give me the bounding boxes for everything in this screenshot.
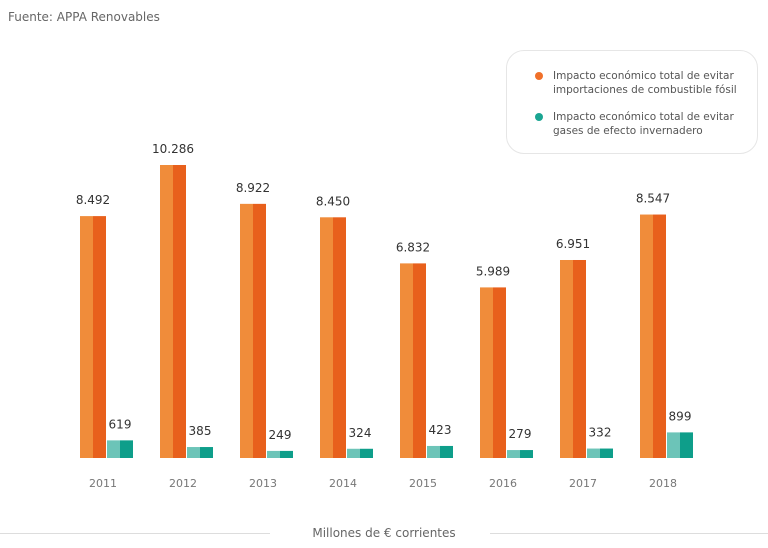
x-axis-title: Millones de € corrientes [312,526,456,540]
data-label: 6.832 [396,240,430,254]
data-label: 385 [189,424,212,438]
x-tick-label: 2018 [649,477,677,490]
bar-fossil-2014-shade [333,217,346,458]
bar-fossil-2012-shade [173,165,186,458]
bar-gases-2018-shade [680,432,693,458]
bar-fossil-2015-shade [413,263,426,458]
data-label: 899 [669,409,692,423]
data-label: 279 [509,427,532,441]
bar-gases-2011-shade [120,440,133,458]
x-tick-label: 2017 [569,477,597,490]
divider [0,533,270,534]
bar-gases-2013-shade [280,450,293,458]
bar-fossil-2016-shade [493,287,506,458]
data-label: 10.286 [152,142,194,156]
x-tick-label: 2013 [249,477,277,490]
bar-fossil-2017 [560,259,573,458]
bar-fossil-2012 [160,165,173,458]
bar-gases-2015 [427,445,440,458]
data-label: 8.450 [316,194,350,208]
bar-fossil-2013 [240,203,253,458]
legend-item-fossil: Impacto económico total de evitar import… [535,69,757,97]
legend: Impacto económico total de evitar import… [506,50,758,154]
bar-fossil-2015 [400,263,413,458]
bar-fossil-2018-shade [653,214,666,458]
legend-label: Impacto económico total de evitar import… [553,70,737,96]
bar-gases-2016-shade [520,450,533,458]
x-tick-label: 2016 [489,477,517,490]
data-label: 6.951 [556,237,590,251]
bar-gases-2013 [267,450,280,458]
bar-chart: 8.492 619 2011 10.286 385 2012 8.922 249 2013 8.4… [76,142,693,490]
bar-gases-2014-shade [360,448,373,458]
x-tick-label: 2015 [409,477,437,490]
bar-gases-2014 [347,448,360,458]
data-label: 8.547 [636,192,670,206]
source-note: Fuente: APPA Renovables [8,10,160,24]
bar-gases-2017-shade [600,448,613,458]
bar-gases-2011 [107,440,120,458]
bar-fossil-2017-shade [573,259,586,458]
bar-gases-2012-shade [200,447,213,458]
data-label: 423 [429,423,452,437]
x-tick-label: 2011 [89,477,117,490]
data-label: 619 [109,417,132,431]
bar-fossil-2011-shade [93,216,106,458]
x-tick-label: 2014 [329,477,357,490]
bar-gases-2012 [187,447,200,458]
bar-gases-2018 [667,432,680,458]
bar-fossil-2011 [80,216,93,458]
data-label: 8.492 [76,193,110,207]
bar-fossil-2016 [480,287,493,458]
bar-fossil-2013-shade [253,203,266,458]
data-label: 249 [269,428,292,442]
x-tick-label: 2012 [169,477,197,490]
divider [490,533,768,534]
legend-label: Impacto económico total de evitar gases … [553,111,734,137]
legend-dot-icon [535,72,543,80]
bar-fossil-2018 [640,214,653,458]
bar-gases-2016 [507,450,520,458]
data-label: 332 [589,426,612,440]
legend-item-gases: Impacto económico total de evitar gases … [535,110,757,138]
data-label: 8.922 [236,181,270,195]
bar-gases-2015-shade [440,445,453,458]
bar-gases-2017 [587,448,600,458]
legend-dot-icon [535,113,543,121]
data-label: 5.989 [476,264,510,278]
bar-fossil-2014 [320,217,333,458]
data-label: 324 [349,426,372,440]
